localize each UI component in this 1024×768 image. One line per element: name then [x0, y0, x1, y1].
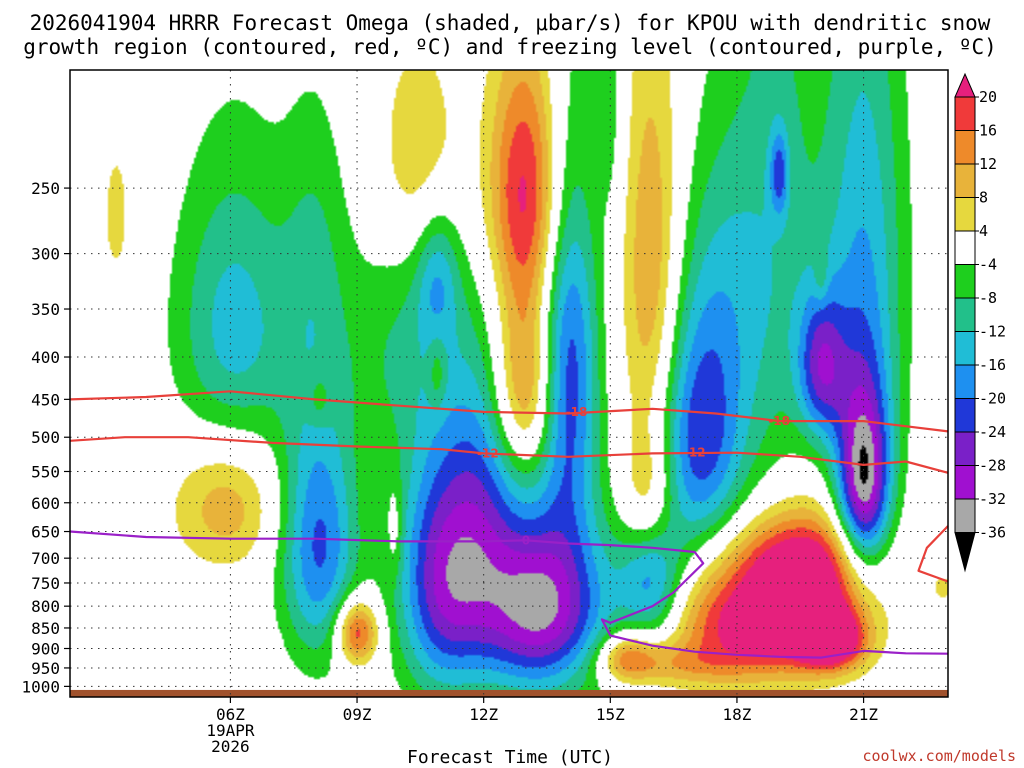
contour--12 [69, 436, 949, 474]
y-tick-label-600: 600 [31, 494, 60, 513]
colorbar-label--32: -32 [979, 490, 1006, 508]
contour-label--12-0: -12 [477, 446, 499, 460]
colorbar-label-16: 16 [979, 122, 997, 140]
title: 2026041904 HRRR Forecast Omega (shaded, … [23, 11, 997, 59]
colorbar-label-4: 4 [979, 222, 988, 240]
title-line-2: growth region (contoured, red, ºC) and f… [23, 35, 997, 59]
colorbar-label--16: -16 [979, 356, 1006, 374]
colorbar-label--24: -24 [979, 423, 1006, 441]
colorbar-arrow-bottom [954, 532, 976, 573]
contour-label--12-1: -12 [684, 446, 706, 460]
contour--18 [69, 390, 949, 433]
y-tick-label-350: 350 [31, 300, 60, 319]
colorbar-bin--16-to--12 [954, 331, 976, 366]
colorbar-bin--20-to--16 [954, 364, 976, 399]
colorbar-label--8: -8 [979, 289, 997, 307]
colorbar-bin-4-to-8 [954, 197, 976, 232]
x-tick-year-label: 2026 [211, 737, 250, 756]
x-tick-label-15Z: 15Z [596, 705, 625, 724]
x-tick-label-06Z: 06Z [216, 705, 245, 724]
credit-text: coolwx.com/models [862, 747, 1016, 765]
terrain-surface [70, 689, 948, 697]
x-tick-label-12Z: 12Z [469, 705, 498, 724]
colorbar-label-20: 20 [979, 88, 997, 106]
colorbar-bin--24-to--20 [954, 398, 976, 433]
y-tick-label-1000: 1000 [21, 677, 60, 696]
colorbar-bin--4-to-4 [954, 230, 976, 265]
colorbar-bin-12-to-16 [954, 130, 976, 165]
omega-shaded-field [70, 70, 948, 697]
y-tick-label-800: 800 [31, 597, 60, 616]
contour-label--18-1: -18 [768, 414, 790, 428]
colorbar-label--12: -12 [979, 323, 1006, 341]
colorbar-label-8: 8 [979, 189, 988, 207]
x-tick-date-label: 19APR [206, 721, 255, 740]
y-tick-label-850: 850 [31, 619, 60, 638]
y-tick-label-250: 250 [31, 179, 60, 198]
x-tick-label-21Z: 21Z [849, 705, 878, 724]
plot-area: -18 -18 -12 -12 0 [69, 69, 949, 698]
colorbar-arrow-top [954, 72, 976, 98]
y-tick-label-650: 650 [31, 523, 60, 542]
colorbar-bin--8-to--4 [954, 264, 976, 299]
y-tick-label-400: 400 [31, 348, 60, 367]
colorbar-label--36: -36 [979, 524, 1006, 542]
contour-0 [69, 530, 949, 659]
x-tick-label-18Z: 18Z [722, 705, 751, 724]
contour-label-0-0: 0 [522, 533, 530, 547]
colorbar-bin--36-to--32 [954, 498, 976, 533]
y-tick-label-550: 550 [31, 462, 60, 481]
colorbar-label-12: 12 [979, 155, 997, 173]
contour--12b [917, 525, 949, 583]
title-line-1: 2026041904 HRRR Forecast Omega (shaded, … [30, 11, 991, 35]
y-tick-label-500: 500 [31, 428, 60, 447]
contour-lines: -18 -18 -12 -12 0 [69, 390, 949, 659]
y-tick-label-700: 700 [31, 549, 60, 568]
x-tick-label-09Z: 09Z [343, 705, 372, 724]
y-tick-label-950: 950 [31, 659, 60, 678]
colorbar: 20 16 12 8 4 -4 -8 -12 -16 -20 -24 -28 -32 -36 [954, 72, 1006, 573]
y-tick-label-300: 300 [31, 245, 60, 264]
y-tick-label-450: 450 [31, 390, 60, 409]
colorbar-label--20: -20 [979, 390, 1006, 408]
colorbar-label--4: -4 [979, 256, 997, 274]
contour-label--18-0: -18 [566, 405, 588, 419]
y-tick-label-750: 750 [31, 574, 60, 593]
y-axis: 250 300 350 400 450 500 550 600 650 700 750 800 850 9… [21, 179, 70, 696]
y-tick-label-900: 900 [31, 640, 60, 659]
colorbar-bin-8-to-12 [954, 163, 976, 198]
colorbar-bin--32-to--28 [954, 465, 976, 500]
colorbar-bin--12-to--8 [954, 297, 976, 332]
colorbar-label--28: -28 [979, 457, 1006, 475]
colorbar-bin-16-to-20 [954, 96, 976, 131]
colorbar-bin--28-to--24 [954, 431, 976, 466]
plot-frame [69, 69, 949, 698]
x-axis-title: Forecast Time (UTC) [407, 747, 613, 768]
